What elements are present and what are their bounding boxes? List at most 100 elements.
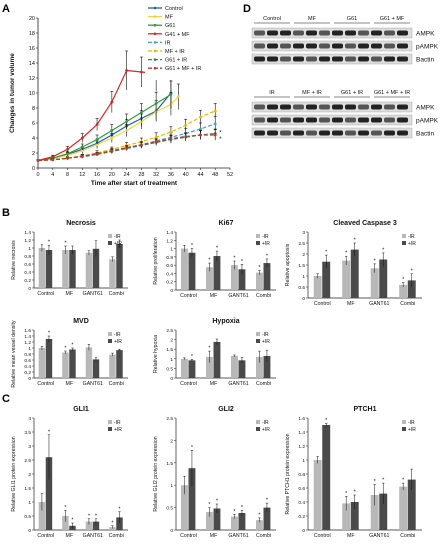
series-line [37, 96, 179, 162]
bar [45, 339, 53, 378]
data-point [213, 133, 217, 137]
bar [370, 268, 379, 298]
y-tick-label: 0.6 [298, 486, 305, 492]
bar [238, 269, 246, 290]
legend-label: +IR [262, 339, 270, 345]
bar [181, 358, 188, 378]
significance-star: * [88, 513, 91, 519]
legend-label: +IR [262, 241, 270, 247]
blot-header: G61 + MF [380, 16, 405, 22]
significance-star: * [191, 445, 194, 451]
category-label: Combi [109, 533, 124, 539]
legend-label: Control [165, 6, 183, 12]
data-point [80, 136, 84, 140]
band [254, 130, 265, 136]
band [280, 43, 291, 49]
legend-swatch [108, 241, 112, 245]
bar [350, 502, 359, 530]
legend-label: -IR [114, 420, 121, 426]
bar [213, 256, 221, 290]
y-tick-label: 1.4 [166, 230, 173, 236]
y-tick-label: 1.4 [298, 430, 305, 436]
y-tick-label: 2.5 [24, 458, 31, 464]
legend-label: +IR [114, 339, 122, 345]
band [358, 104, 369, 110]
legend-label: +IR [114, 427, 122, 433]
y-tick-label: 0.8 [24, 254, 31, 260]
series-mf [36, 83, 180, 162]
band [254, 30, 265, 36]
band [345, 56, 356, 62]
y-tick-label: 1.2 [24, 340, 31, 346]
significance-star: * [95, 513, 98, 519]
category-label: Control [37, 381, 54, 387]
y-tick-label: 1.2 [166, 238, 173, 244]
y-tick-label: 1 [28, 500, 31, 506]
category-label: GANT61 [83, 381, 103, 387]
band [280, 56, 291, 62]
category-label: GANT61 [228, 293, 248, 299]
legend-label: +IR [114, 241, 122, 247]
bar [188, 252, 196, 290]
bar [116, 517, 123, 530]
significance-star: * [219, 137, 222, 143]
y-tick-label: 2 [170, 338, 173, 344]
significance-star: * [374, 479, 377, 485]
y-tick-label: 3 [28, 444, 31, 450]
data-point [169, 93, 173, 96]
band [384, 43, 395, 49]
band [267, 56, 278, 62]
category-label: Combi [400, 533, 415, 539]
band [293, 130, 304, 136]
series-g61-mf-ir [36, 129, 217, 162]
series-line [37, 93, 172, 162]
band [267, 43, 278, 49]
band [384, 30, 395, 36]
y-tick-label: 0 [28, 376, 31, 382]
y-tick-label: 0 [302, 296, 305, 302]
band [332, 43, 343, 49]
legend-label: -IR [114, 332, 121, 338]
legend-label: MF [165, 15, 174, 21]
bar [231, 265, 238, 290]
category-label: MF [66, 381, 74, 387]
y-tick-label: 6 [32, 121, 35, 127]
chart-title: Necrosis [66, 220, 96, 227]
chart-title: Ki67 [219, 220, 234, 227]
bar [109, 354, 116, 378]
bar [92, 521, 100, 530]
data-point [80, 145, 84, 149]
significance-star: * [48, 331, 51, 337]
bar [379, 259, 388, 298]
western-blots: Control MF G61 G61 + MF AMPK pAMPK Bactin IR MF … [251, 16, 439, 139]
legend-swatch [256, 332, 260, 336]
category-label: Control [180, 381, 197, 387]
bar [231, 516, 238, 530]
bar-chart-ki67: Ki67 0 0.2 0.4 0.6 0.8 1 1.2 1.4 Relative prolife… [153, 220, 276, 299]
category-label: Combi [256, 293, 271, 299]
significance-star: * [266, 253, 269, 259]
band [358, 130, 369, 136]
bar-chart-caspase: Cleaved Caspase 3 0 0.5 1 1.5 2 2.5 3 Relative a… [285, 220, 422, 307]
significance-star: * [219, 131, 222, 137]
band [332, 130, 343, 136]
y-axis-label: Relative GLI1 protein expression [11, 436, 17, 511]
y-tick-label: 0 [170, 528, 173, 534]
significance-star: * [233, 256, 236, 262]
data-point [213, 122, 217, 126]
band [267, 30, 278, 36]
significance-star: * [216, 499, 219, 505]
legend-label: -IR [262, 420, 269, 426]
data-point [154, 140, 158, 144]
y-tick-label: 0 [170, 376, 173, 382]
significance-star: * [382, 478, 385, 484]
significance-star: * [345, 251, 348, 257]
significance-star: * [208, 258, 211, 264]
bar [213, 341, 221, 378]
band [293, 43, 304, 49]
significance-star: * [71, 518, 74, 524]
band [319, 130, 330, 136]
bar [62, 516, 69, 530]
y-tick-label: 2.5 [298, 241, 305, 247]
legend-swatch [402, 234, 406, 238]
